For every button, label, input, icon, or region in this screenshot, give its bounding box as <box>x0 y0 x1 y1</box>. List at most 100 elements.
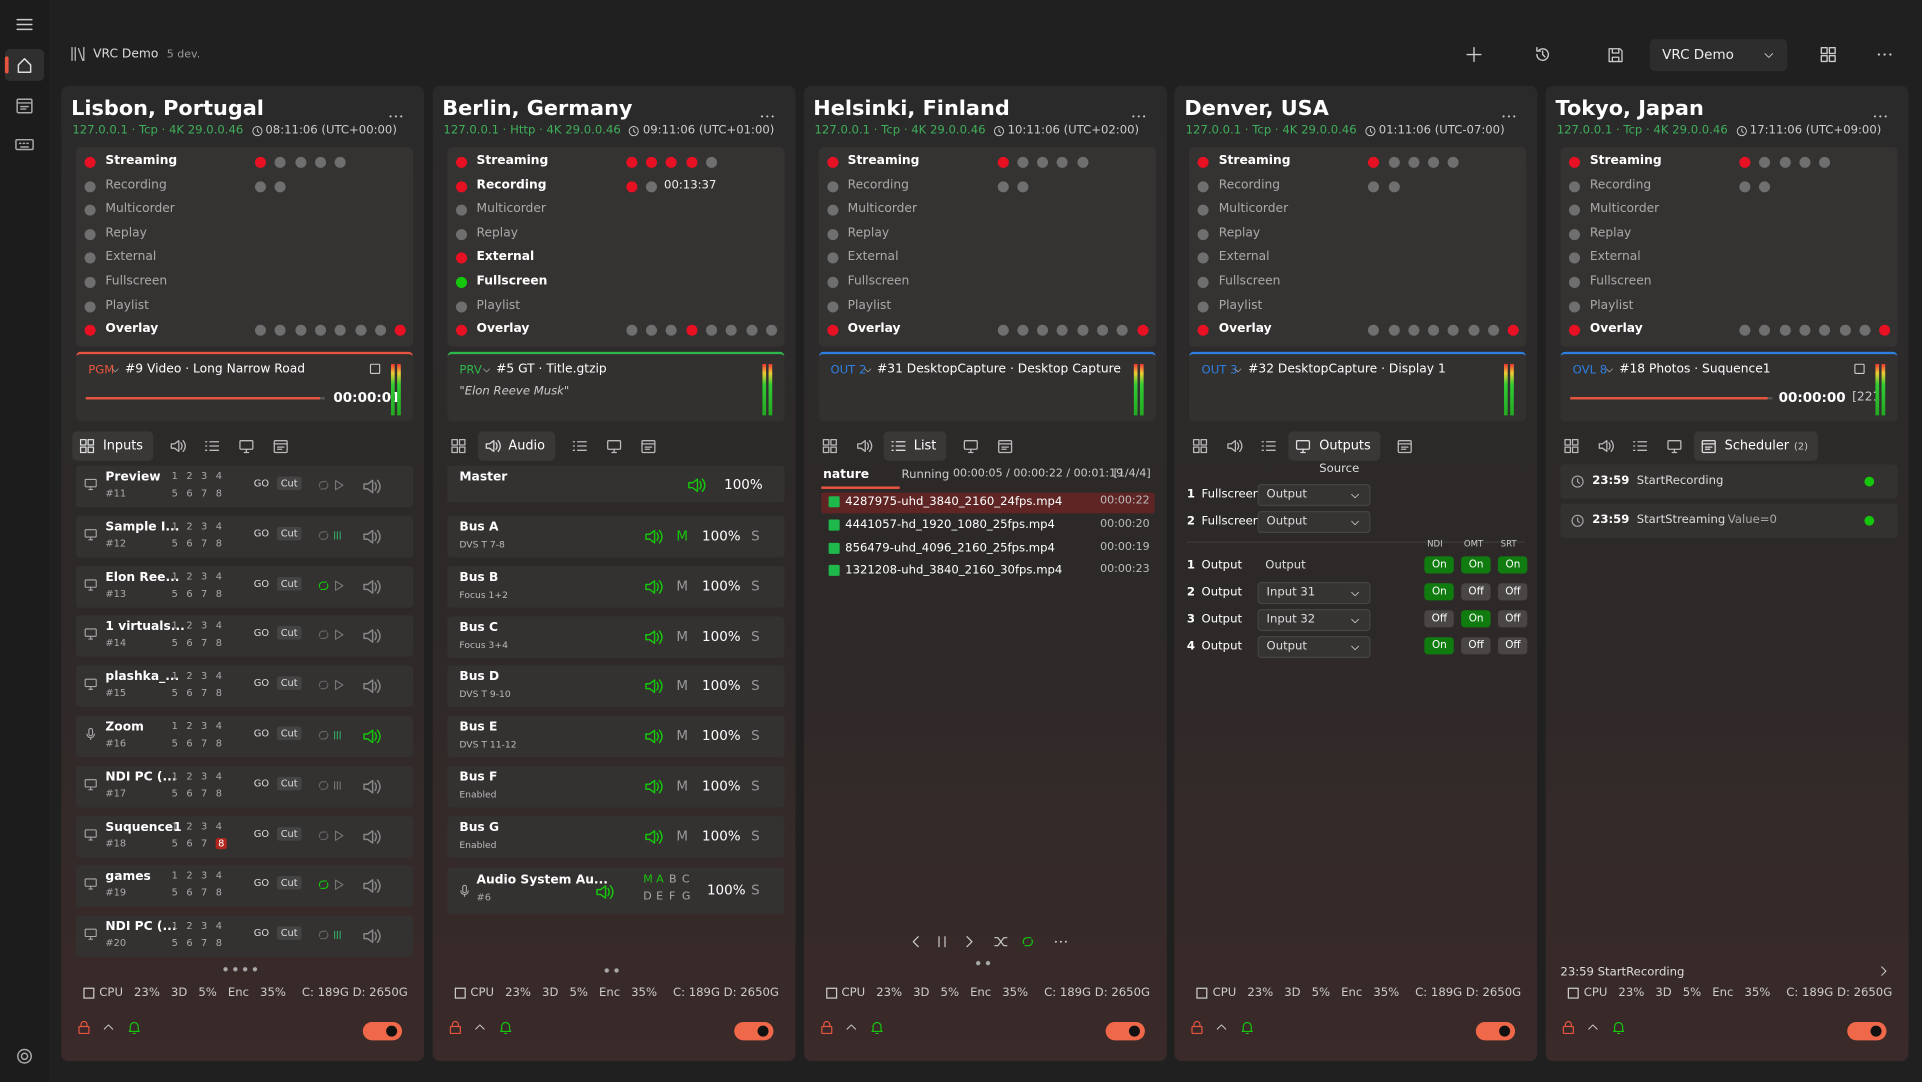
play-icon[interactable] <box>331 478 346 493</box>
tab-active[interactable]: List <box>883 431 947 461</box>
loop-toggle[interactable] <box>368 361 383 376</box>
toggle-button[interactable]: Off <box>1461 583 1491 601</box>
mute-button[interactable]: M <box>676 828 688 845</box>
overlay-slot[interactable]: 3 <box>201 470 208 482</box>
overlay-slot[interactable]: 7 <box>201 537 208 549</box>
overlay-slot[interactable]: 5 <box>171 487 178 499</box>
audio-icon[interactable] <box>362 927 382 947</box>
layout-button[interactable] <box>1819 45 1837 63</box>
shuffle-button[interactable] <box>992 934 1008 950</box>
schedule-nav[interactable] <box>15 96 35 116</box>
select-chevron[interactable] <box>1350 642 1361 653</box>
preset-select[interactable]: VRC Demo <box>1649 39 1788 72</box>
overlay-slot[interactable]: 1 <box>171 770 178 782</box>
play-icon[interactable] <box>331 778 346 793</box>
overlay-slot[interactable]: 4 <box>215 670 222 682</box>
solo-button[interactable]: S <box>751 882 760 899</box>
overlay-slot[interactable]: 4 <box>215 720 222 732</box>
tab-icon[interactable] <box>1260 437 1277 454</box>
overlay-slot[interactable]: 1 <box>171 820 178 832</box>
mute-button[interactable]: M <box>676 678 688 695</box>
overlay-slot[interactable]: 3 <box>201 770 208 782</box>
power-toggle[interactable] <box>733 1021 774 1041</box>
tab-icon[interactable] <box>996 437 1013 454</box>
device-menu[interactable] <box>758 108 775 125</box>
source-select[interactable]: Output <box>1257 510 1371 534</box>
input-icon[interactable] <box>83 677 98 692</box>
tab-icon[interactable] <box>821 437 838 454</box>
select-chevron[interactable] <box>1350 615 1361 626</box>
overlay-slot[interactable]: 2 <box>186 770 193 782</box>
output-tag[interactable]: PGM <box>88 363 115 378</box>
tab-icon[interactable] <box>484 437 501 454</box>
tab-active[interactable]: Scheduler (2) <box>1694 431 1818 461</box>
overlay-slot[interactable]: 7 <box>201 737 208 749</box>
tab-active[interactable]: Inputs <box>72 431 153 461</box>
output-tag[interactable]: OUT 2 <box>830 363 867 378</box>
solo-button[interactable]: S <box>751 828 760 845</box>
collapse-button[interactable] <box>844 1021 857 1034</box>
overlay-slot[interactable]: 3 <box>201 520 208 532</box>
input-icon[interactable] <box>83 877 98 892</box>
toggle-button[interactable]: On <box>1461 610 1491 628</box>
menu-button[interactable] <box>15 15 35 35</box>
loop-icon[interactable] <box>316 928 331 943</box>
solo-button[interactable]: S <box>751 578 760 595</box>
go-button[interactable]: GO <box>253 527 270 539</box>
input-icon[interactable] <box>83 527 98 542</box>
overlay-slot[interactable]: 3 <box>201 570 208 582</box>
overlay-slot[interactable]: 3 <box>201 670 208 682</box>
loop-button[interactable] <box>1019 934 1035 950</box>
audio-icon[interactable] <box>362 527 382 547</box>
tag-chevron[interactable] <box>1233 365 1243 375</box>
workspace-icon[interactable] <box>70 45 87 62</box>
output-tag[interactable]: PRV <box>459 363 482 378</box>
tab-icon[interactable] <box>962 437 979 454</box>
overlay-slot[interactable]: 8 <box>215 787 222 799</box>
loop-icon[interactable] <box>316 478 331 493</box>
overlay-slot[interactable]: 3 <box>201 620 208 632</box>
collapse-button[interactable] <box>102 1021 115 1034</box>
go-button[interactable]: GO <box>253 727 270 739</box>
power-toggle[interactable] <box>362 1021 403 1041</box>
overlay-slot[interactable]: 8 <box>215 937 222 949</box>
mute-button[interactable]: M <box>676 628 688 645</box>
toggle-button[interactable]: On <box>1424 637 1455 655</box>
tab-icon[interactable] <box>78 437 95 454</box>
tab-icon[interactable] <box>169 437 186 454</box>
overlay-slot[interactable]: 4 <box>215 820 222 832</box>
input-icon[interactable] <box>83 627 98 642</box>
overlay-slot[interactable]: 6 <box>186 787 193 799</box>
overlay-slot[interactable]: 5 <box>171 637 178 649</box>
tag-chevron[interactable] <box>1605 365 1615 375</box>
bus-letter[interactable]: F <box>668 890 676 904</box>
power-toggle[interactable] <box>1476 1021 1516 1041</box>
power-toggle[interactable] <box>1847 1021 1887 1041</box>
overlay-slot[interactable]: 5 <box>171 537 178 549</box>
go-button[interactable]: GO <box>253 477 270 489</box>
tab-icon[interactable] <box>450 437 467 454</box>
device-menu[interactable] <box>1501 108 1518 125</box>
save-button[interactable] <box>1607 47 1624 64</box>
tab-icon[interactable] <box>1295 437 1312 454</box>
mute-button[interactable]: M <box>676 578 688 595</box>
playlist-item[interactable]: 4441057-hd_1920_1080_25fps.mp4 00:00:20 <box>821 516 1154 537</box>
go-button[interactable]: GO <box>253 927 270 939</box>
solo-button[interactable]: S <box>751 528 760 545</box>
play-icon[interactable] <box>331 678 346 693</box>
lock-button[interactable] <box>447 1020 463 1036</box>
overlay-slot[interactable]: 8 <box>215 487 222 499</box>
tab-icon[interactable] <box>571 437 588 454</box>
audio-icon[interactable] <box>362 827 382 847</box>
overlay-slot[interactable]: 1 <box>171 670 178 682</box>
tab-icon[interactable] <box>855 437 872 454</box>
tab-icon[interactable] <box>1666 437 1683 454</box>
cut-button[interactable]: Cut <box>277 476 302 491</box>
clock-icon[interactable] <box>628 125 640 137</box>
overlay-slot[interactable]: 4 <box>215 620 222 632</box>
loop-toggle[interactable] <box>1852 361 1867 376</box>
audio-icon[interactable] <box>643 777 663 797</box>
select-chevron[interactable] <box>1350 490 1361 501</box>
overlay-slot[interactable]: 2 <box>186 470 193 482</box>
power-toggle[interactable] <box>1105 1021 1145 1041</box>
